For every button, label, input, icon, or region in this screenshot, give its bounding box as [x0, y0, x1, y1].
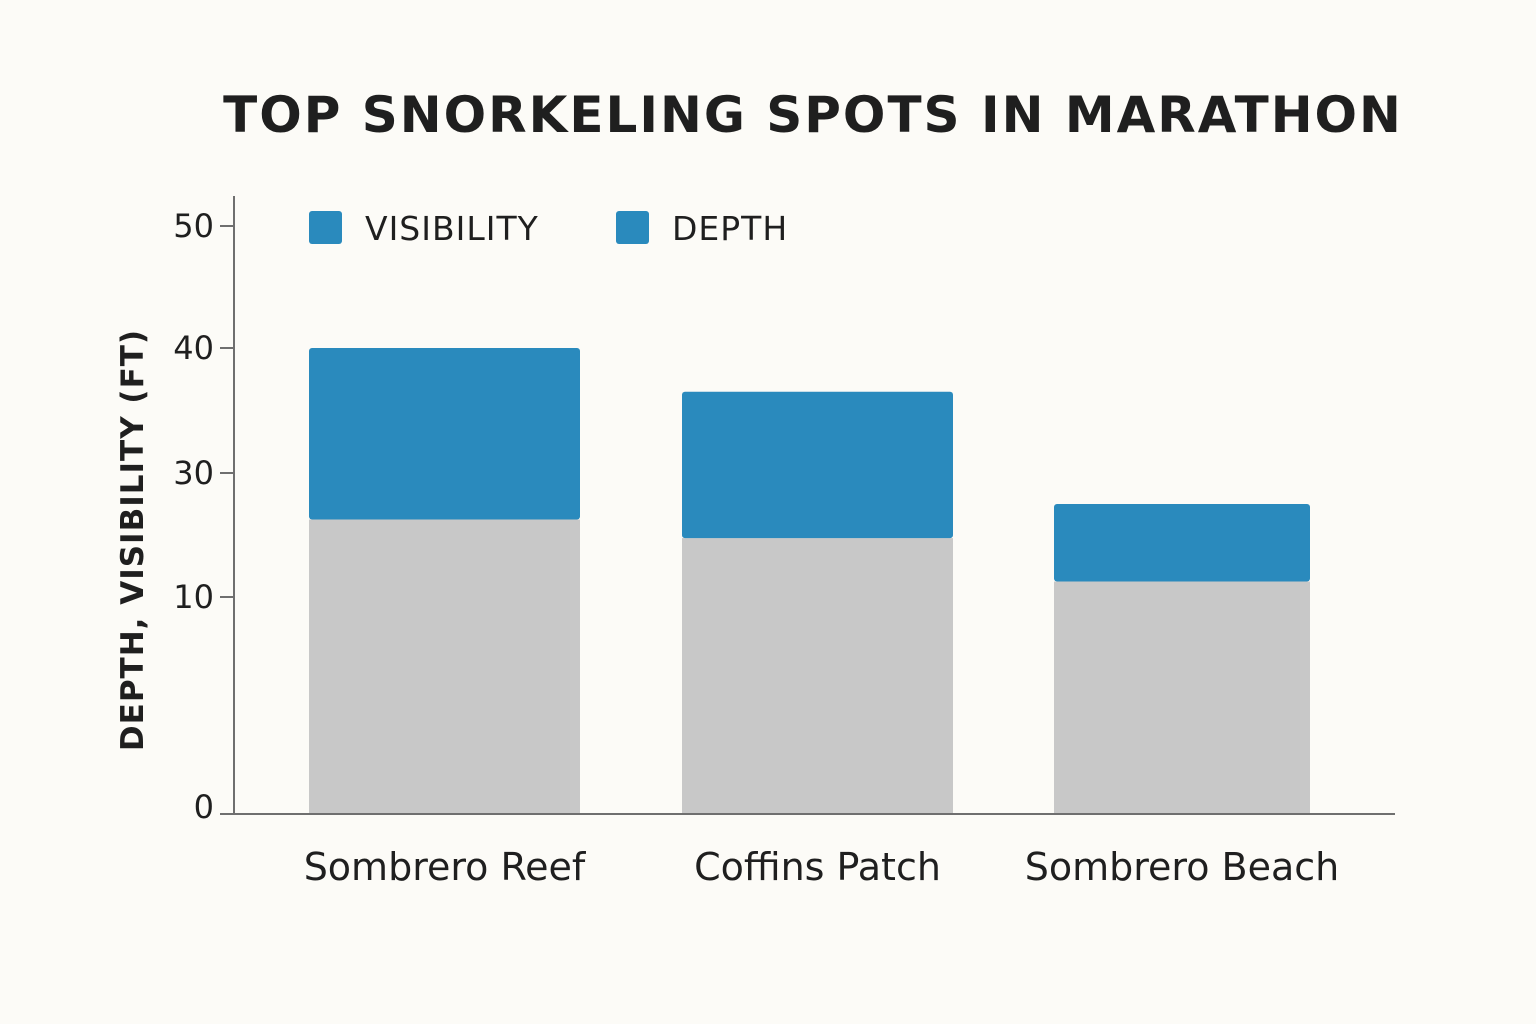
- y-axis-label: DEPTH, VISIBILITY (FT): [115, 329, 151, 751]
- axes-layer: [220, 196, 1395, 815]
- bar-visibility-1: [309, 348, 580, 520]
- x-tick-label-1: Sombrero Reef: [304, 845, 587, 889]
- bar-visibility-3: [1054, 504, 1310, 582]
- bar-visibility-2: [682, 391, 953, 539]
- x-tick-label-3: Sombrero Beach: [1025, 845, 1340, 889]
- y-tick-label-50: 50: [173, 207, 214, 245]
- legend: VISIBILITY DEPTH: [309, 209, 788, 248]
- y-tick-label-10: 10: [173, 578, 214, 616]
- legend-label-visibility: VISIBILITY: [365, 209, 539, 248]
- bar-depth-3: [1054, 581, 1310, 814]
- y-tick-label-40: 40: [173, 329, 214, 367]
- y-tick-label-30: 30: [173, 454, 214, 492]
- y-tick-label-0: 0: [194, 788, 214, 826]
- bar-depth-1: [309, 519, 580, 814]
- legend-swatch-visibility: [309, 211, 342, 244]
- legend-swatch-depth: [616, 211, 649, 244]
- x-tick-labels: Sombrero Reef Coffins Patch Sombrero Beach: [304, 845, 1340, 889]
- x-tick-label-2: Coffins Patch: [694, 845, 941, 889]
- bars-layer: [309, 348, 1310, 814]
- chart-title: TOP SNORKELING SPOTS IN MARATHON: [223, 86, 1403, 144]
- legend-label-depth: DEPTH: [672, 209, 788, 248]
- bar-depth-2: [682, 538, 953, 814]
- y-ticks: 0 10 30 40 50: [173, 207, 234, 826]
